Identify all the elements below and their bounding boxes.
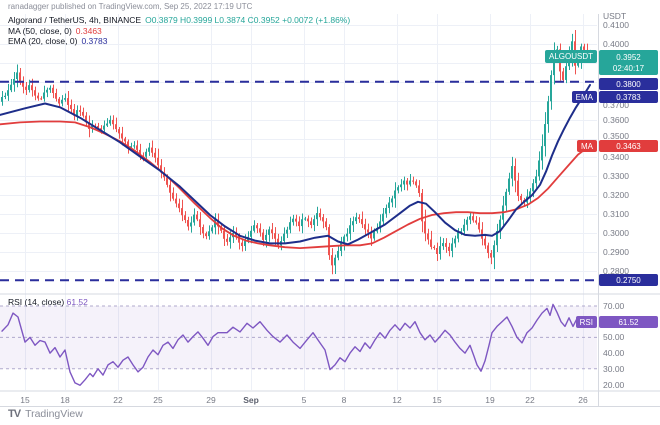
symbol-badge: ALGOUSDT <box>544 50 597 63</box>
tradingview-logo-text[interactable]: TradingView <box>25 408 83 420</box>
ma-legend-row[interactable]: MA (50, close, 0) 0.3463 <box>8 26 350 37</box>
price-axis-label: 0.3000 <box>603 228 629 238</box>
time-axis-label: 26 <box>578 395 588 405</box>
rsi-axis-label: 70.00 <box>603 301 625 311</box>
last-price-badge: 0.3952 02:40:17 <box>599 50 658 75</box>
time-axis-label: 15 <box>432 395 442 405</box>
ema-legend-row[interactable]: EMA (20, close, 0) 0.3783 <box>8 36 350 47</box>
level-0380-badge: 0.3800 <box>599 78 658 90</box>
price-axis-label: 0.4100 <box>603 20 629 31</box>
rsi-badge-label: RSI <box>575 316 597 328</box>
ma50-line <box>0 120 591 250</box>
ma-legend-label: MA (50, close, 0) <box>8 25 72 36</box>
price-axis-label: 0.3600 <box>603 114 629 125</box>
price-axis-label: 0.2900 <box>603 246 629 257</box>
price-axis-label: 0.3400 <box>603 152 629 163</box>
price-axis-label: 0.3100 <box>603 209 629 220</box>
rsi-axis-label: 50.00 <box>603 332 625 343</box>
ema-value-badge: 0.3783 <box>599 91 658 103</box>
symbol-legend-row[interactable]: Algorand / TetherUS, 4h, BINANCE O0.3879 … <box>8 15 350 26</box>
rsi-axis-label: 30.00 <box>603 363 625 374</box>
time-axis-label: 29 <box>206 395 216 405</box>
time-axis-label: 19 <box>485 395 495 405</box>
time-axis-label: 12 <box>392 395 402 405</box>
time-axis-label: Sep <box>243 395 259 405</box>
publish-attribution: ranadagger published on TradingView.com,… <box>8 2 253 11</box>
rsi-value-badge: 61.52 <box>599 316 658 328</box>
rsi-axis-label: 40.00 <box>603 348 625 359</box>
price-axis-label: 0.4000 <box>603 39 629 49</box>
price-axis-label: 0.3300 <box>603 171 629 182</box>
candlestick-series <box>1 30 591 275</box>
price-axis-label: 0.3700 <box>603 99 629 110</box>
footer: TV TradingView <box>8 408 83 420</box>
price-axis-label: 0.3200 <box>603 190 629 201</box>
rsi-legend-label: RSI (14, close) <box>8 297 65 307</box>
time-axis-label: 25 <box>153 395 163 405</box>
time-axis-label: 22 <box>113 395 123 405</box>
rsi-line <box>1 303 590 386</box>
level-0275-badge: 0.2750 <box>599 274 658 286</box>
tradingview-logo-icon[interactable]: TV <box>8 408 21 420</box>
time-axis-label: 22 <box>525 395 535 405</box>
grid-lines <box>0 14 597 390</box>
ohlc-values: O0.3879 H0.3999 L0.3874 C0.3952 +0.0072 … <box>145 15 351 25</box>
time-axis-label: 18 <box>60 395 70 405</box>
rsi-legend-row[interactable]: RSI (14, close) 61.52 <box>8 297 88 307</box>
ma-badge-label: MA <box>577 140 597 152</box>
ma-legend-value: 0.3463 <box>75 25 102 36</box>
price-axis-label: 0.3500 <box>603 130 629 141</box>
ema-badge-label: EMA <box>571 91 597 103</box>
ema-legend-label: EMA (20, close, 0) <box>8 36 78 46</box>
rsi-axis-label: 20.00 <box>603 379 625 390</box>
ema20-line <box>0 84 591 246</box>
time-axis-label: 15 <box>20 395 30 405</box>
chart-legend: Algorand / TetherUS, 4h, BINANCE O0.3879 … <box>8 15 350 47</box>
ema-legend-value: 0.3783 <box>81 36 108 46</box>
price-axis-label: 0.2800 <box>603 265 629 276</box>
time-axis-label: 8 <box>341 395 347 405</box>
pane-separators <box>0 14 660 407</box>
time-axis-label: 5 <box>301 395 307 405</box>
axis-currency-label: USDT <box>603 11 627 21</box>
ma-value-badge: 0.3463 <box>599 140 658 152</box>
rsi-band <box>0 306 597 369</box>
symbol-title: Algorand / TetherUS, 4h, BINANCE <box>8 15 142 25</box>
rsi-legend-value: 61.52 <box>66 297 88 307</box>
